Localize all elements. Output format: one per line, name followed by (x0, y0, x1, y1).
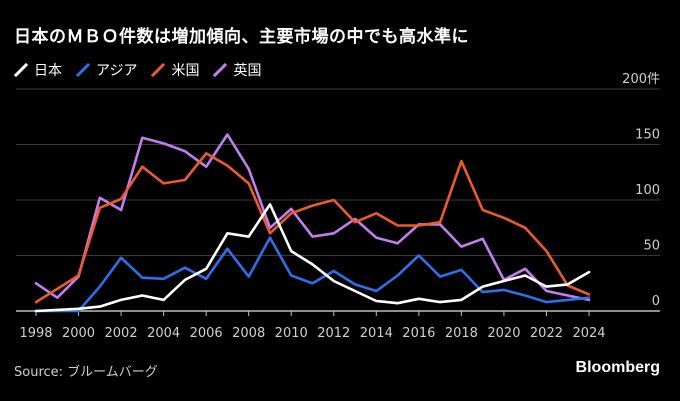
x-tick-label: 2020 (487, 326, 520, 341)
x-tick-label: 1998 (19, 326, 52, 341)
legend-swatch-asia (76, 63, 90, 77)
x-tick-label: 2010 (275, 326, 308, 341)
legend-swatch-us (151, 63, 166, 77)
chart-title: 日本のＭＢＯ件数は増加傾向、主要市場の中でも高水準に (14, 27, 469, 47)
x-tick-label: 2002 (105, 326, 138, 341)
legend-swatch-japan (14, 63, 28, 77)
legend-item-us: 米国 (151, 60, 199, 80)
x-tick-label: 2006 (190, 326, 223, 341)
legend-label-japan: 日本 (34, 63, 62, 79)
x-tick-label: 2022 (530, 326, 563, 341)
series-line-3 (34, 133, 591, 302)
y-tick-label: 0 (652, 294, 660, 309)
series-line-0 (34, 203, 591, 313)
legend-label-asia: アジア (96, 63, 138, 79)
x-tick-label: 2008 (232, 326, 265, 341)
y-tick-label: 50 (643, 239, 660, 254)
x-tick-label: 2000 (62, 326, 95, 341)
bloomberg-logo: Bloomberg (575, 359, 660, 376)
series-line-2 (34, 152, 591, 304)
legend-item-japan: 日本 (14, 60, 62, 80)
legend-item-uk: 英国 (213, 60, 261, 80)
x-tick-label: 2018 (445, 326, 478, 341)
legend-item-asia: アジア (76, 60, 137, 80)
y-tick-label: 150 (635, 128, 660, 143)
chart-legend: 日本 アジア 米国 英国 (14, 60, 275, 80)
x-tick-label: 2014 (360, 326, 393, 341)
legend-label-us: 米国 (171, 63, 200, 79)
y-tick-label: 100 (635, 183, 660, 198)
x-tick-label: 2016 (402, 326, 435, 341)
x-tick-label: 2004 (147, 326, 180, 341)
source-note: Source: ブルームバーグ (14, 365, 158, 380)
series-line-1 (34, 236, 591, 313)
x-tick-label: 2012 (317, 326, 350, 341)
legend-swatch-uk (213, 63, 228, 77)
legend-label-uk: 英国 (233, 63, 262, 79)
y-tick-label: 200件 (622, 72, 660, 87)
x-tick-label: 2024 (572, 326, 605, 341)
